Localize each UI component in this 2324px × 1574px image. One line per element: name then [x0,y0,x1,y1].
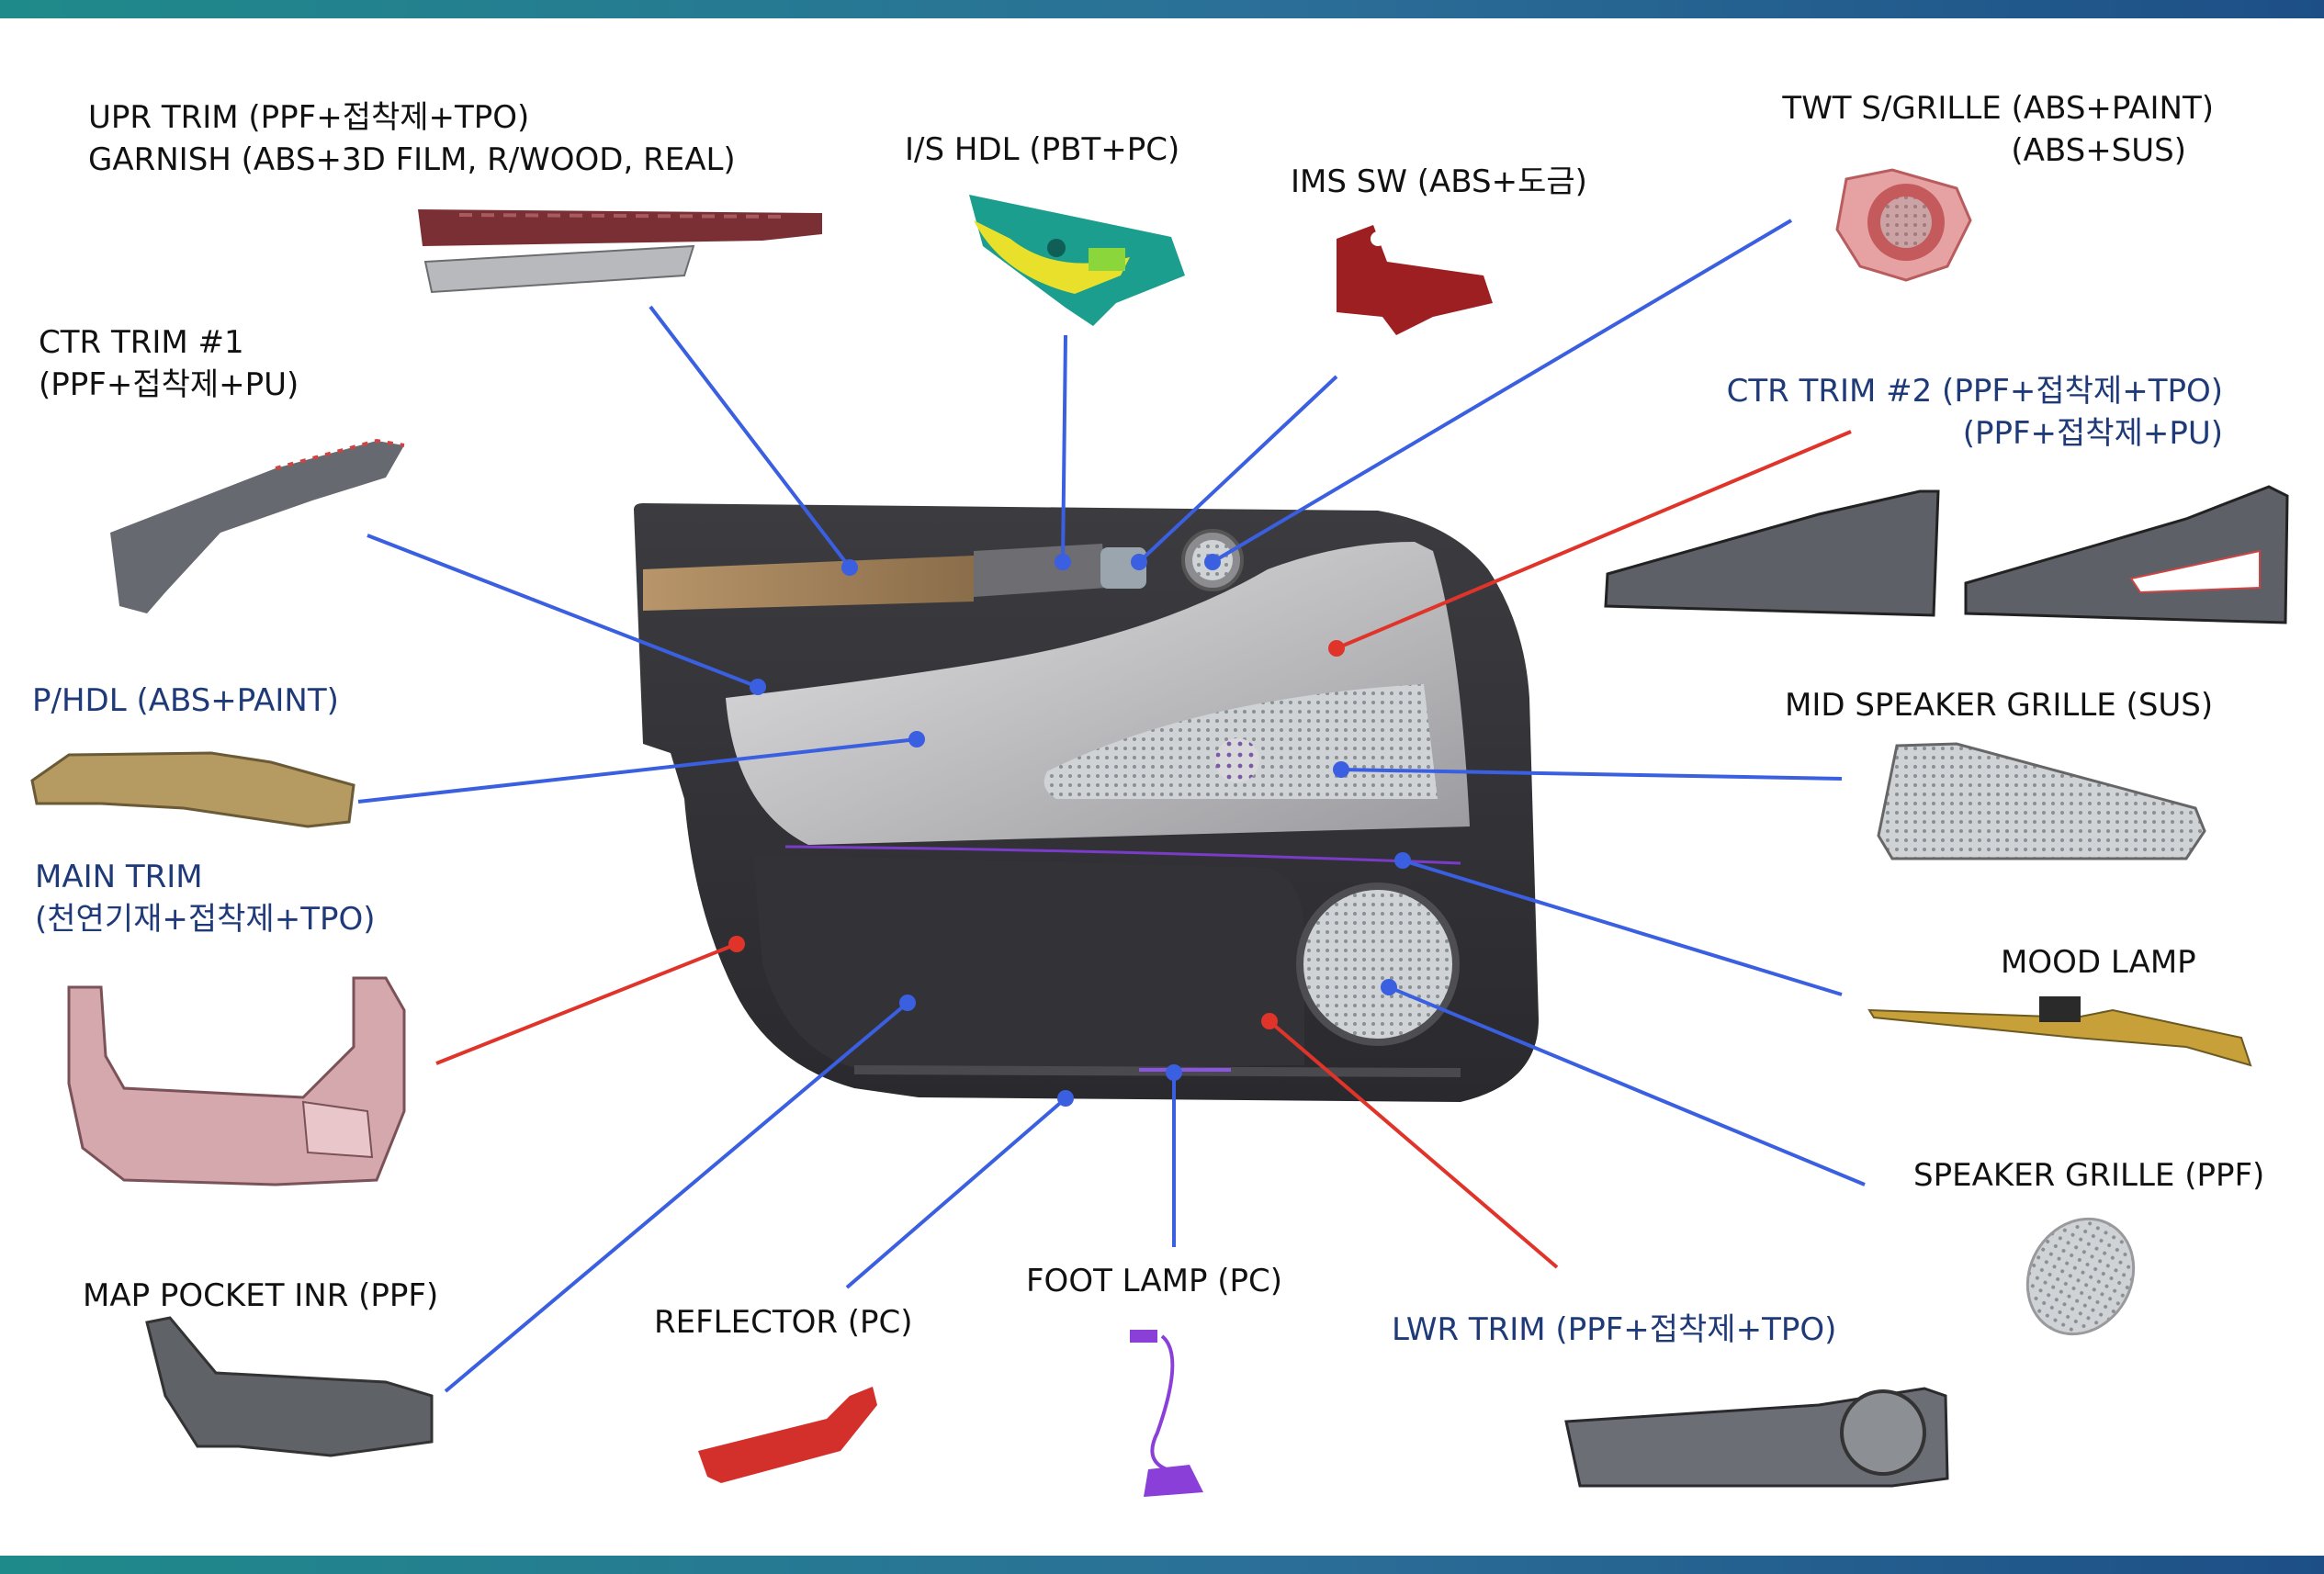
leader-garnish [649,305,852,569]
garnish-part [423,244,695,294]
label-mood-lamp: MOOD LAMP [2001,944,2196,981]
leader-is-hdl [1061,334,1067,563]
label-upr-trim-garnish: UPR TRIM (PPF+접착제+TPO) GARNISH (ABS+3D F… [88,96,736,181]
leader-mid-speaker [1340,768,1843,781]
label-main-trim: MAIN TRIM (천연기재+접착제+TPO) [35,856,376,940]
label-ctr-trim2-line2: (PPF+접착제+PU) [1962,415,2223,452]
leader-ims-sw [1137,375,1338,564]
ims-sw-part [1337,225,1493,335]
ctr-trim1-part [110,438,405,613]
mid-speaker-emblem [1215,738,1259,782]
label-twt-grille: TWT S/GRILLE (ABS+PAINT) (ABS+SUS) [1782,87,2214,172]
label-ctr-trim2: CTR TRIM #2 (PPF+접착제+TPO) (PPF+접착제+PU) [1727,370,2223,455]
label-ctr-trim1: CTR TRIM #1 (PPF+접착제+PU) [39,321,299,406]
label-speaker-grille: SPEAKER GRILLE (PPF) [1913,1157,2265,1194]
p-hdl-part [30,751,355,828]
mid-speaker-part [1877,742,2206,860]
woofer-grille-on-door [1296,883,1460,1046]
main-trim-part [67,976,406,1186]
label-foot-lamp: FOOT LAMP (PC) [1026,1263,1283,1299]
label-mid-speaker: MID SPEAKER GRILLE (SUS) [1785,687,2214,724]
leader-lines [357,219,1866,1393]
bottom-accent-bar [0,1556,2324,1574]
label-ctr-trim1-line1: CTR TRIM #1 [39,324,244,361]
label-map-pocket: MAP POCKET INR (PPF) [83,1277,439,1314]
top-accent-bar [0,0,2324,18]
upr-trim-part [418,209,822,246]
ctr-trim2a-part [1604,489,1940,617]
leader-mood-lamp [1402,859,1843,996]
label-is-hdl: I/S HDL (PBT+PC) [905,131,1180,168]
label-twt-grille-line2: (ABS+SUS) [2011,132,2186,169]
label-reflector: REFLECTOR (PC) [654,1304,913,1341]
leader-twt-grille [1211,219,1793,564]
ctr-trim2b-part [1964,485,2289,624]
label-main-trim-line1: MAIN TRIM [35,859,203,895]
map-pocket-part [145,1316,434,1457]
leader-map-pocket [444,1001,909,1393]
leader-main-trim [435,942,738,1065]
garnish-wood-strip [643,556,974,611]
inner-handle-bezel [974,544,1107,597]
mood-lamp-line [784,845,1461,865]
label-garnish: GARNISH (ABS+3D FILM, R/WOOD, REAL) [88,141,736,178]
leader-lwr-trim [1268,1019,1559,1269]
speaker-grille-part [2025,1217,2136,1336]
foot-lamp-part [1130,1330,1203,1497]
leader-speaker-grille [1388,985,1866,1186]
leader-p-hdl [357,737,918,804]
label-twt-grille-line1: TWT S/GRILLE (ABS+PAINT) [1782,90,2214,127]
leader-reflector [845,1096,1067,1289]
map-pocket-recess [753,854,1304,1070]
reflector-part [698,1387,877,1483]
label-p-hdl: P/HDL (ABS+PAINT) [32,682,339,719]
twt-grille-part [1835,168,1972,282]
label-lwr-trim: LWR TRIM (PPF+접착제+TPO) [1392,1311,1837,1348]
lwr-trim-part [1564,1387,1949,1488]
leader-ctr-trim2 [1336,430,1852,650]
door-assembly [634,503,1539,1102]
leader-ctr-trim1 [367,534,759,689]
leader-dots [728,554,1411,1107]
label-main-trim-line2: (천연기재+접착제+TPO) [35,901,376,938]
label-ctr-trim1-line2: (PPF+접착제+PU) [39,366,299,403]
label-ims-sw: IMS SW (ABS+도금) [1291,163,1587,200]
label-upr-trim: UPR TRIM (PPF+접착제+TPO) [88,99,530,136]
mood-lamp-part [1867,996,2252,1067]
label-ctr-trim2-line1: CTR TRIM #2 (PPF+접착제+TPO) [1726,373,2223,410]
is-hdl-part [969,195,1185,326]
